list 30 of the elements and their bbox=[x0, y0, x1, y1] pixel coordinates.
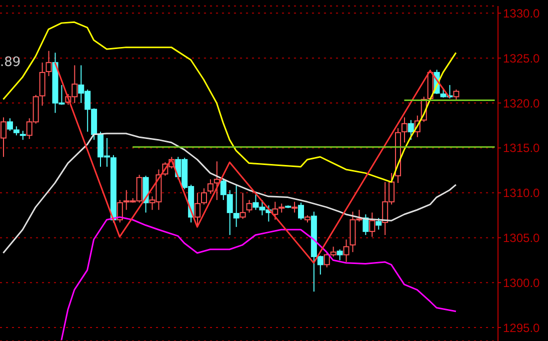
candlestick bbox=[401, 116, 408, 144]
candlestick bbox=[298, 202, 304, 220]
y-tick-label: 1320.0 bbox=[503, 96, 540, 110]
candlestick bbox=[6, 118, 13, 132]
candlestick bbox=[343, 239, 350, 262]
candlestick bbox=[369, 212, 376, 238]
y-tick-label: 1305.0 bbox=[503, 230, 540, 245]
candlestick bbox=[272, 201, 278, 220]
candlestick bbox=[194, 192, 201, 228]
candlestick bbox=[336, 248, 343, 261]
candlestick bbox=[246, 199, 252, 214]
candlestick bbox=[362, 214, 369, 236]
candlestick bbox=[200, 188, 207, 205]
candlestick bbox=[46, 50, 52, 77]
line-series bbox=[2, 132, 457, 254]
y-tick-label: 1330.0 bbox=[503, 6, 540, 20]
y-tick-label: 1300.0 bbox=[503, 276, 540, 290]
candlestick bbox=[292, 201, 298, 214]
y-tick-label: 1295.0 bbox=[503, 320, 540, 335]
candlestick bbox=[233, 184, 240, 228]
candlestick bbox=[214, 160, 220, 200]
candlestick bbox=[207, 178, 214, 194]
y-tick-label: 1315.0 bbox=[503, 141, 540, 156]
y-tick-label: 1325.0 bbox=[503, 51, 540, 66]
candlestick bbox=[453, 89, 460, 100]
annotation: .89 bbox=[0, 55, 21, 70]
candlestick bbox=[408, 120, 414, 140]
candlestick bbox=[376, 217, 382, 230]
candlestick bbox=[240, 192, 246, 220]
y-tick-label: 1310.0 bbox=[503, 186, 540, 200]
